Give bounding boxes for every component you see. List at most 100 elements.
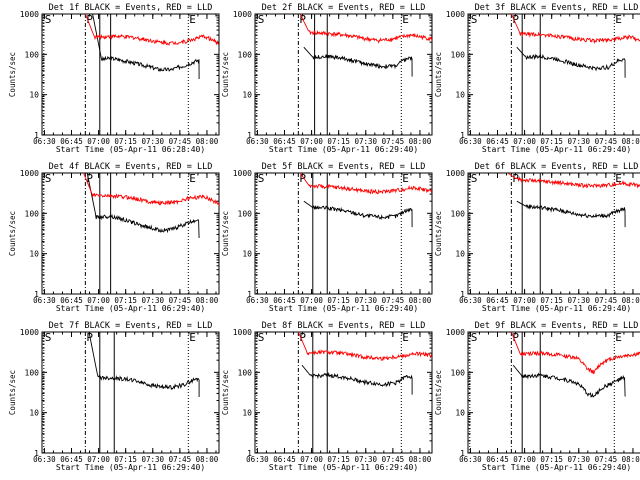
x-tick-label: 07:30	[567, 296, 590, 305]
x-tick-label: 07:30	[141, 296, 164, 305]
x-tick-label: 07:00	[513, 296, 536, 305]
x-tick-label: 07:15	[540, 455, 563, 464]
y-tick-label: 10	[242, 250, 252, 259]
x-tick-label: 06:45	[486, 296, 509, 305]
y-axis-label: Counts/sec	[434, 211, 443, 256]
x-tick-label: 07:15	[114, 137, 137, 146]
x-axis-label: Start Time (05-Apr-11 06:28:40)	[56, 145, 205, 154]
events-series-line	[303, 46, 413, 77]
x-tick-label: 06:30	[459, 296, 482, 305]
x-tick-label: 08:00	[196, 296, 219, 305]
series-group	[510, 14, 640, 78]
time-marker-label: E	[615, 172, 622, 185]
y-tick-label: 1000	[20, 169, 39, 178]
panel-title: Det 3f BLACK = Events, RED = LLD	[475, 3, 639, 13]
x-tick-label: 07:00	[87, 296, 110, 305]
lld-series-line	[299, 14, 432, 44]
time-marker-label: S	[471, 13, 478, 26]
x-tick-label: 06:45	[273, 455, 296, 464]
time-marker-label: E	[189, 331, 196, 344]
x-tick-label: 06:45	[60, 137, 83, 146]
y-axis-label: Counts/sec	[8, 52, 17, 97]
x-tick-label: 07:45	[169, 455, 192, 464]
events-series-line	[86, 173, 200, 239]
series-group	[297, 332, 432, 395]
x-tick-label: 06:30	[33, 137, 56, 146]
y-tick-label: 10	[242, 91, 252, 100]
x-tick-label: 07:15	[327, 296, 350, 305]
detector-panel: Det 7f BLACK = Events, RED = LLD 1 10 100 10…	[8, 321, 220, 472]
y-tick-label: 1	[247, 131, 252, 140]
detector-panel: Det 1f BLACK = Events, RED = LLD 1 10 100 10…	[8, 3, 220, 154]
plot-frame	[254, 331, 433, 454]
x-axis-label: Start Time (05-Apr-11 06:29:40)	[269, 304, 418, 313]
series-group	[507, 173, 640, 228]
x-tick-label: 06:45	[486, 137, 509, 146]
x-tick-label: 07:15	[327, 455, 350, 464]
x-tick-label: 08:00	[622, 296, 640, 305]
series-group	[510, 332, 640, 398]
y-tick-label: 1	[34, 290, 39, 299]
time-marker-label: E	[189, 172, 196, 185]
x-tick-label: 07:00	[87, 455, 110, 464]
detector-panel: Det 9f BLACK = Events, RED = LLD 1 10 100 10…	[434, 321, 640, 472]
y-tick-label: 10	[455, 91, 465, 100]
x-tick-label: 07:45	[382, 296, 405, 305]
time-marker-label: S	[258, 331, 265, 344]
detector-panel: Det 3f BLACK = Events, RED = LLD 1 10 100 10…	[434, 3, 640, 154]
x-tick-label: 07:45	[595, 137, 618, 146]
x-tick-label: 08:00	[409, 455, 432, 464]
x-tick-label: 06:30	[459, 137, 482, 146]
lld-series-line	[510, 14, 640, 45]
y-tick-label: 1000	[20, 328, 39, 337]
x-axis-label: Start Time (05-Apr-11 06:29:40)	[482, 463, 631, 472]
time-marker-label: E	[402, 331, 409, 344]
y-tick-label: 100	[238, 50, 253, 59]
detector-panel: Det 2f BLACK = Events, RED = LLD 1 10 100 10…	[221, 3, 433, 154]
x-tick-label: 06:30	[33, 455, 56, 464]
x-tick-label: 08:00	[409, 296, 432, 305]
y-tick-label: 100	[238, 209, 253, 218]
x-tick-label: 07:15	[114, 296, 137, 305]
x-tick-label: 07:45	[169, 137, 192, 146]
y-tick-label: 10	[455, 409, 465, 418]
x-tick-label: 07:00	[300, 455, 323, 464]
x-tick-label: 07:15	[540, 137, 563, 146]
lld-series-line	[510, 332, 640, 375]
time-marker-label: P	[299, 331, 306, 344]
x-tick-label: 06:30	[246, 296, 269, 305]
y-tick-label: 10	[29, 250, 39, 259]
y-tick-label: 1	[247, 449, 252, 458]
y-axis-label: Counts/sec	[434, 52, 443, 97]
y-axis-label: Counts/sec	[221, 370, 230, 415]
y-tick-label: 1000	[233, 169, 252, 178]
plot-frame	[41, 13, 220, 136]
time-marker-label: P	[86, 172, 93, 185]
time-marker-label: S	[45, 172, 52, 185]
panel-title: Det 8f BLACK = Events, RED = LLD	[262, 321, 426, 331]
x-tick-label: 07:00	[300, 137, 323, 146]
y-tick-label: 10	[29, 91, 39, 100]
x-tick-label: 07:30	[141, 455, 164, 464]
time-marker-label: E	[402, 13, 409, 26]
x-tick-label: 07:45	[169, 296, 192, 305]
panel-title: Det 6f BLACK = Events, RED = LLD	[475, 162, 639, 172]
y-tick-label: 1000	[446, 328, 465, 337]
x-tick-label: 08:00	[196, 455, 219, 464]
x-tick-label: 07:15	[327, 137, 350, 146]
lld-series-line	[507, 173, 640, 189]
x-axis-label: Start Time (05-Apr-11 06:29:40)	[482, 304, 631, 313]
y-tick-label: 100	[451, 209, 466, 218]
y-axis-label: Counts/sec	[221, 52, 230, 97]
time-marker-label: E	[402, 172, 409, 185]
plot-frame	[41, 331, 220, 454]
time-marker-label: S	[471, 331, 478, 344]
x-tick-label: 08:00	[409, 137, 432, 146]
events-series-line	[92, 14, 200, 80]
y-tick-label: 1000	[233, 328, 252, 337]
y-tick-label: 100	[451, 368, 466, 377]
y-tick-label: 10	[242, 409, 252, 418]
time-marker-label: S	[45, 331, 52, 344]
series-group	[88, 332, 200, 397]
y-tick-label: 1	[34, 449, 39, 458]
